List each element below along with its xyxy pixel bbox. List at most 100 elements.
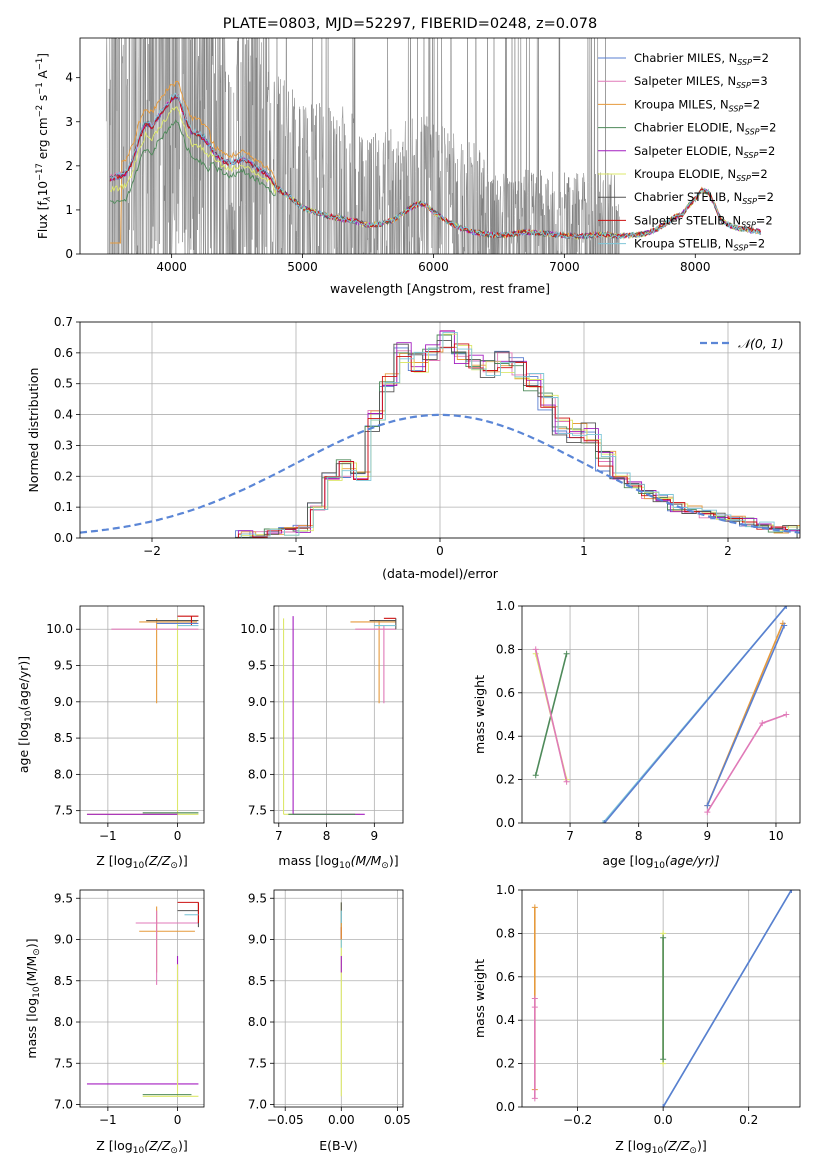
x-tick-label: 0.00: [328, 1113, 355, 1127]
x-axis-label: mass [log10(M/M⊙)]: [278, 853, 398, 871]
x-tick-label: 7: [566, 829, 574, 843]
x-tick-label: 8000: [680, 260, 711, 274]
label-part: s: [36, 95, 50, 105]
x-tick-label: 5000: [287, 260, 318, 274]
label-part: ⊙: [170, 1146, 178, 1156]
legend-label: Kroupa STELIB, NSSP=2: [634, 237, 765, 253]
x-tick-label: −0.05: [267, 1113, 304, 1127]
x-tick-label: −1: [287, 544, 305, 558]
axes-frame: [521, 889, 801, 1108]
x-tick-label: 0.2: [739, 1113, 758, 1127]
label-part: λ: [43, 196, 53, 202]
y-tick-label: 8.0: [248, 1015, 267, 1029]
weight-line-salpeter-miles: [706, 713, 787, 813]
y-tick-label: 0.4: [54, 408, 73, 422]
observed-spectrum: [105, 38, 620, 254]
label-part: 10: [24, 710, 34, 722]
label-part: ⊙: [32, 948, 42, 956]
label-part: 10: [133, 1146, 145, 1156]
weight-marker: [601, 820, 608, 823]
plot-area-weight-vs-age: [532, 606, 790, 823]
y-tick-label: 0.5: [54, 377, 73, 391]
label-part: −2: [35, 105, 45, 118]
label-part: )]: [178, 853, 188, 868]
label-part: Kroupa STELIB, N: [634, 237, 734, 251]
y-tick-label: 2: [65, 159, 73, 173]
axes-frame: [79, 889, 205, 1108]
y-tick-label: 1: [65, 203, 73, 217]
x-tick-label: 0.0: [654, 1113, 673, 1127]
label-part: ⊙: [170, 861, 178, 871]
weight-line-chabrier-miles: [662, 890, 793, 1107]
label-part: mass [log: [24, 998, 39, 1059]
legend-label: Salpeter MILES, NSSP=3: [634, 74, 768, 90]
label-part: Salpeter ELODIE, N: [634, 144, 744, 158]
axes-frame: [79, 37, 801, 255]
plot-area-age-vs-Z: [86, 615, 199, 815]
y-axis-label: age [log10(age/yr)]: [16, 656, 34, 773]
label-part: Chabrier STELIB, N: [634, 190, 742, 204]
y-tick-label: 0: [65, 247, 73, 261]
weight-marker: [759, 720, 766, 727]
label-part: (Z/Z: [144, 1138, 171, 1153]
legend-label: Salpeter ELODIE, NSSP=2: [634, 144, 775, 160]
y-tick-label: 0.2: [496, 1057, 515, 1071]
label-part: ]: [36, 53, 50, 58]
label-part: )]: [697, 1138, 707, 1153]
x-tick-label: 9: [371, 829, 379, 843]
label-part: (Z/Z: [144, 853, 171, 868]
label-part: SSP: [734, 244, 749, 253]
plot-area-weight-vs-Z: [531, 890, 795, 1107]
label-part: SSP: [741, 220, 756, 229]
label-part: =2: [757, 190, 774, 204]
residual-histogram-chabrier-elodie: [235, 334, 798, 538]
axes-frame: [79, 321, 801, 539]
label-part: =2: [756, 213, 773, 227]
y-tick-label: 9.0: [248, 695, 267, 709]
y-tick-label: 9.0: [54, 695, 73, 709]
y-tick-label: 0.3: [54, 438, 73, 452]
x-tick-label: 9: [704, 829, 712, 843]
weight-marker: [788, 890, 795, 893]
label-part: )]: [389, 853, 399, 868]
weight-line-chabrier-miles: [603, 606, 787, 823]
y-axis-label: Normed distribution: [26, 368, 41, 493]
label-part: Chabrier MILES, N: [634, 51, 737, 65]
x-tick-label: 1: [580, 544, 588, 558]
y-tick-label: 7.5: [54, 1056, 73, 1070]
residual-histogram-kroupa-elodie: [240, 333, 800, 538]
y-tick-label: 0.6: [496, 970, 515, 984]
y-tick-label: 0.6: [496, 686, 515, 700]
legend-label: 𝒩(0, 1): [738, 336, 784, 351]
x-tick-label: 0: [174, 829, 182, 843]
axes-frame: [521, 605, 801, 824]
panel-mass-vs-ebv: −0.05 0.00 0.05 7.0 7.5 8.0 8.5 9.0 9.5 E(B-V): [248, 889, 411, 1153]
y-tick-label: 0.6: [54, 346, 73, 360]
x-axis-label: Z [log10(Z/Z⊙)]: [96, 1138, 187, 1156]
weight-marker: [704, 809, 711, 816]
label-part: age [log: [602, 853, 653, 868]
panel-weight-vs-Z: −0.2 0.0 0.2 0.0 0.2 0.4 0.6 0.8 1.0 Z [log10(Z/Z…: [472, 883, 801, 1156]
y-tick-label: 0.4: [496, 729, 515, 743]
residual-histogram-chabrier-stelib: [235, 340, 798, 538]
x-tick-label: 8: [323, 829, 331, 843]
x-tick-label: 7000: [549, 260, 580, 274]
y-tick-label: 7.5: [248, 1056, 267, 1070]
label-part: Chabrier ELODIE, N: [634, 121, 745, 135]
label-part: SSP: [729, 104, 744, 113]
y-tick-label: 0.0: [496, 816, 515, 830]
legend-label: Kroupa MILES, NSSP=2: [634, 97, 760, 113]
y-axis-label: mass weight: [472, 675, 487, 754]
weight-marker: [531, 1004, 538, 1011]
label-part: erg cm: [36, 117, 50, 163]
label-part: Flux [f: [36, 201, 50, 239]
label-part: (age/yr)]: [665, 853, 720, 868]
plot-area-spectrum: [105, 38, 762, 254]
plot-area-residuals: [80, 329, 800, 538]
label-part: =2: [758, 144, 775, 158]
legend-label: Chabrier MILES, NSSP=2: [634, 51, 769, 67]
label-part: =2: [748, 237, 765, 251]
